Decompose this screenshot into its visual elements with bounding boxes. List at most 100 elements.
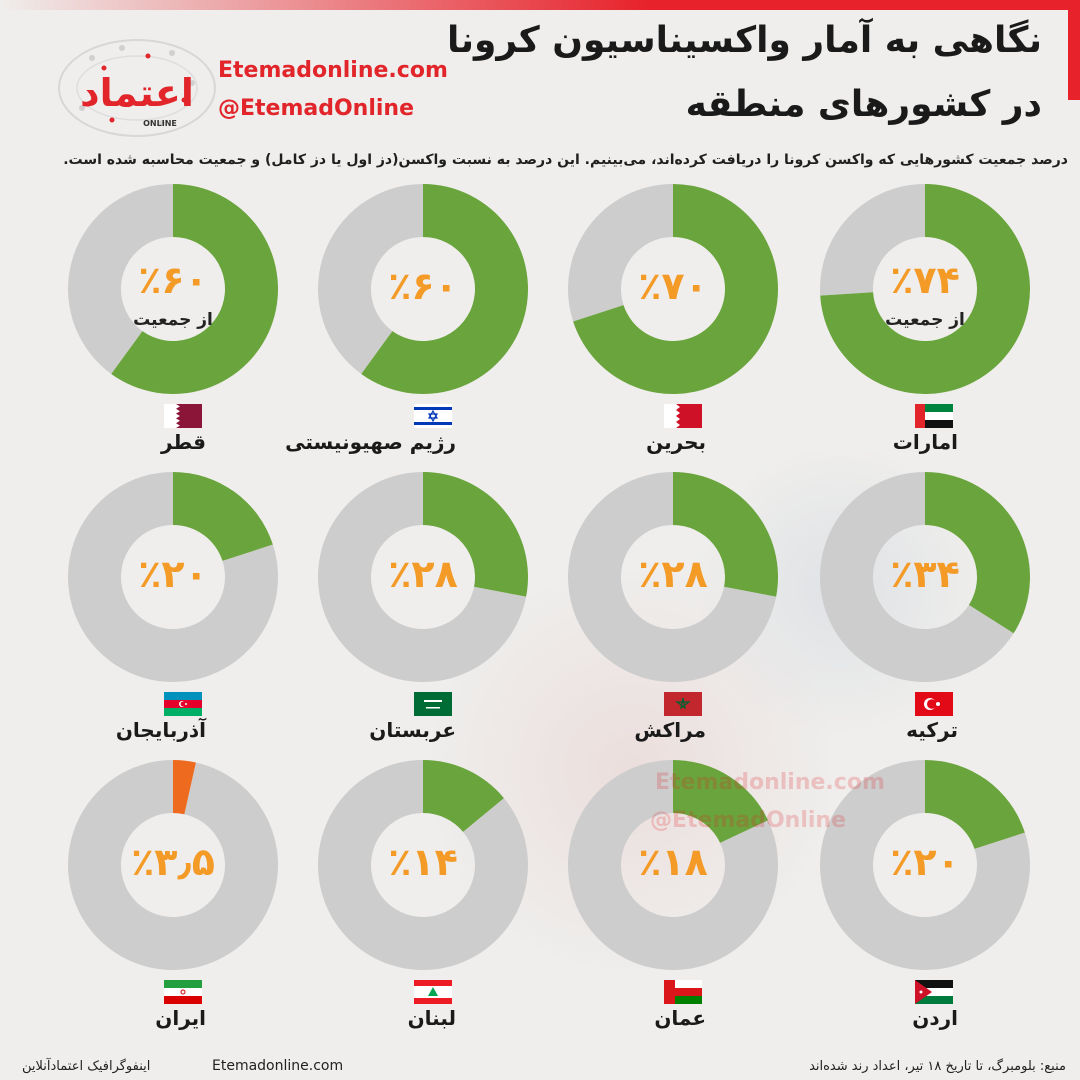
donut-remaining-slice — [568, 472, 777, 682]
donut-chart — [820, 760, 1030, 970]
donut-chart — [318, 760, 528, 970]
country-name: اردن — [912, 1006, 958, 1030]
donut-remaining-slice — [820, 184, 925, 296]
donut-chart — [68, 472, 278, 682]
country-name: لبنان — [407, 1006, 456, 1030]
donut-cell: ٪۷۴ از جمعیت امارات — [820, 184, 1070, 454]
country-name: بحرین — [646, 430, 706, 454]
donut-chart — [568, 472, 778, 682]
page-title: نگاهی به آمار واکسیناسیون کرونا — [446, 20, 1042, 61]
site-url: Etemadonline.com — [218, 58, 448, 83]
country-name: عربستان — [369, 718, 456, 742]
donut-vaccinated-slice — [925, 760, 1025, 849]
donut-vaccinated-slice — [361, 184, 528, 394]
donut-cell: ٪۱۴ لبنان — [318, 760, 568, 1030]
page-title-line2: در کشورهای منطقه — [685, 84, 1042, 125]
percent-label: ٪۳۴ — [890, 552, 960, 596]
donut-vaccinated-slice — [925, 472, 1030, 634]
country-name: مراکش — [634, 718, 706, 742]
donut-remaining-slice — [68, 760, 278, 970]
svg-text:ONLINE: ONLINE — [143, 119, 177, 128]
country-name: ترکیه — [906, 718, 958, 742]
donut-chart — [820, 184, 1030, 394]
donut-vaccinated-slice — [573, 184, 778, 394]
footer-source: منبع: بلومبرگ، تا تاریخ ۱۸ تیر، اعداد رن… — [809, 1059, 1066, 1074]
logo: اعتماد ONLINE — [58, 39, 216, 137]
turkey-flag — [915, 692, 953, 716]
oman-flag — [664, 980, 702, 1004]
percent-label: ٪۶۰ — [388, 264, 458, 308]
subtitle: درصد جمعیت کشورهایی که واکسن کرونا را در… — [63, 152, 1068, 168]
donut-cell: ٪۲۰ اردن — [820, 760, 1070, 1030]
percent-label: ٪۷۴ — [890, 258, 960, 302]
donut-cell: ٪۲۸ عربستان — [318, 472, 568, 742]
bahrain-flag — [664, 404, 702, 428]
country-name: رژیم صهیونیستی — [285, 430, 456, 454]
percent-label: ٪۳٫۵ — [131, 840, 215, 884]
footer-site: Etemadonline.com — [212, 1058, 344, 1074]
donut-chart — [568, 184, 778, 394]
donut-cell: ٪۲۸ مراکش — [568, 472, 818, 742]
lebanon-flag — [414, 980, 452, 1004]
country-name: قطر — [160, 430, 206, 454]
donut-remaining-slice — [568, 760, 778, 970]
percent-label: ٪۲۰ — [138, 552, 208, 596]
azerbaijan-flag — [164, 692, 202, 716]
donut-chart — [318, 184, 528, 394]
svg-text:اعتماد: اعتماد — [80, 71, 194, 115]
donut-remaining-slice — [318, 760, 528, 970]
jordan-flag — [915, 980, 953, 1004]
donut-vaccinated-slice — [673, 760, 769, 843]
iran-flag — [164, 980, 202, 1004]
donut-cell: ٪۷۰ بحرین — [568, 184, 818, 454]
corner-accent — [1068, 0, 1080, 100]
donut-chart — [568, 760, 778, 970]
donut-remaining-slice — [68, 184, 173, 374]
percent-label: ٪۱۴ — [388, 840, 458, 884]
donut-remaining-slice — [820, 472, 1014, 682]
watermark-site: Etemadonline.com — [655, 770, 885, 795]
donut-cell: ٪۱۸ عمان — [568, 760, 818, 1030]
donut-cell: ٪۳۴ ترکیه — [820, 472, 1070, 742]
percent-note: از جمعیت — [133, 310, 213, 330]
donut-cell: ٪۶۰ از جمعیت قطر — [68, 184, 318, 454]
donut-vaccinated-slice — [423, 472, 528, 597]
percent-label: ٪۲۸ — [388, 552, 458, 596]
country-name: آذربایجان — [115, 718, 206, 742]
donut-chart — [318, 472, 528, 682]
percent-label: ٪۷۰ — [638, 264, 708, 308]
donut-vaccinated-slice — [820, 184, 1030, 394]
percent-label: ٪۲۸ — [638, 552, 708, 596]
donut-remaining-slice — [68, 472, 278, 682]
qatar-flag — [164, 404, 202, 428]
country-name: امارات — [892, 430, 958, 454]
morocco-flag — [664, 692, 702, 716]
footer-credit: اینفوگرافیک اعتمادآنلاین — [22, 1059, 151, 1074]
donut-remaining-slice — [318, 472, 527, 682]
donut-chart — [68, 184, 278, 394]
donut-remaining-slice — [820, 760, 1030, 970]
donut-chart — [820, 472, 1030, 682]
social-handle: @EtemadOnline — [218, 96, 415, 121]
watermark-handle: @EtemadOnline — [650, 808, 847, 833]
top-accent-bar — [0, 0, 1080, 10]
donut-cell: ٪۳٫۵ ایران — [68, 760, 318, 1030]
percent-note: از جمعیت — [885, 310, 965, 330]
donut-cell: ٪۲۰ آذربایجان — [68, 472, 318, 742]
percent-label: ٪۶۰ — [138, 258, 208, 302]
country-name: عمان — [654, 1006, 706, 1030]
donut-remaining-slice — [568, 184, 673, 322]
donut-chart — [68, 760, 278, 970]
israel-flag — [414, 404, 452, 428]
donut-vaccinated-slice — [111, 184, 278, 394]
uae-flag — [915, 404, 953, 428]
donut-vaccinated-slice — [673, 472, 778, 597]
percent-label: ٪۱۸ — [638, 840, 708, 884]
donut-vaccinated-slice — [173, 760, 196, 815]
donut-vaccinated-slice — [173, 472, 273, 561]
country-name: ایران — [155, 1006, 206, 1030]
saudi-flag — [414, 692, 452, 716]
donut-remaining-slice — [318, 184, 423, 374]
percent-label: ٪۲۰ — [890, 840, 960, 884]
donut-vaccinated-slice — [423, 760, 504, 832]
